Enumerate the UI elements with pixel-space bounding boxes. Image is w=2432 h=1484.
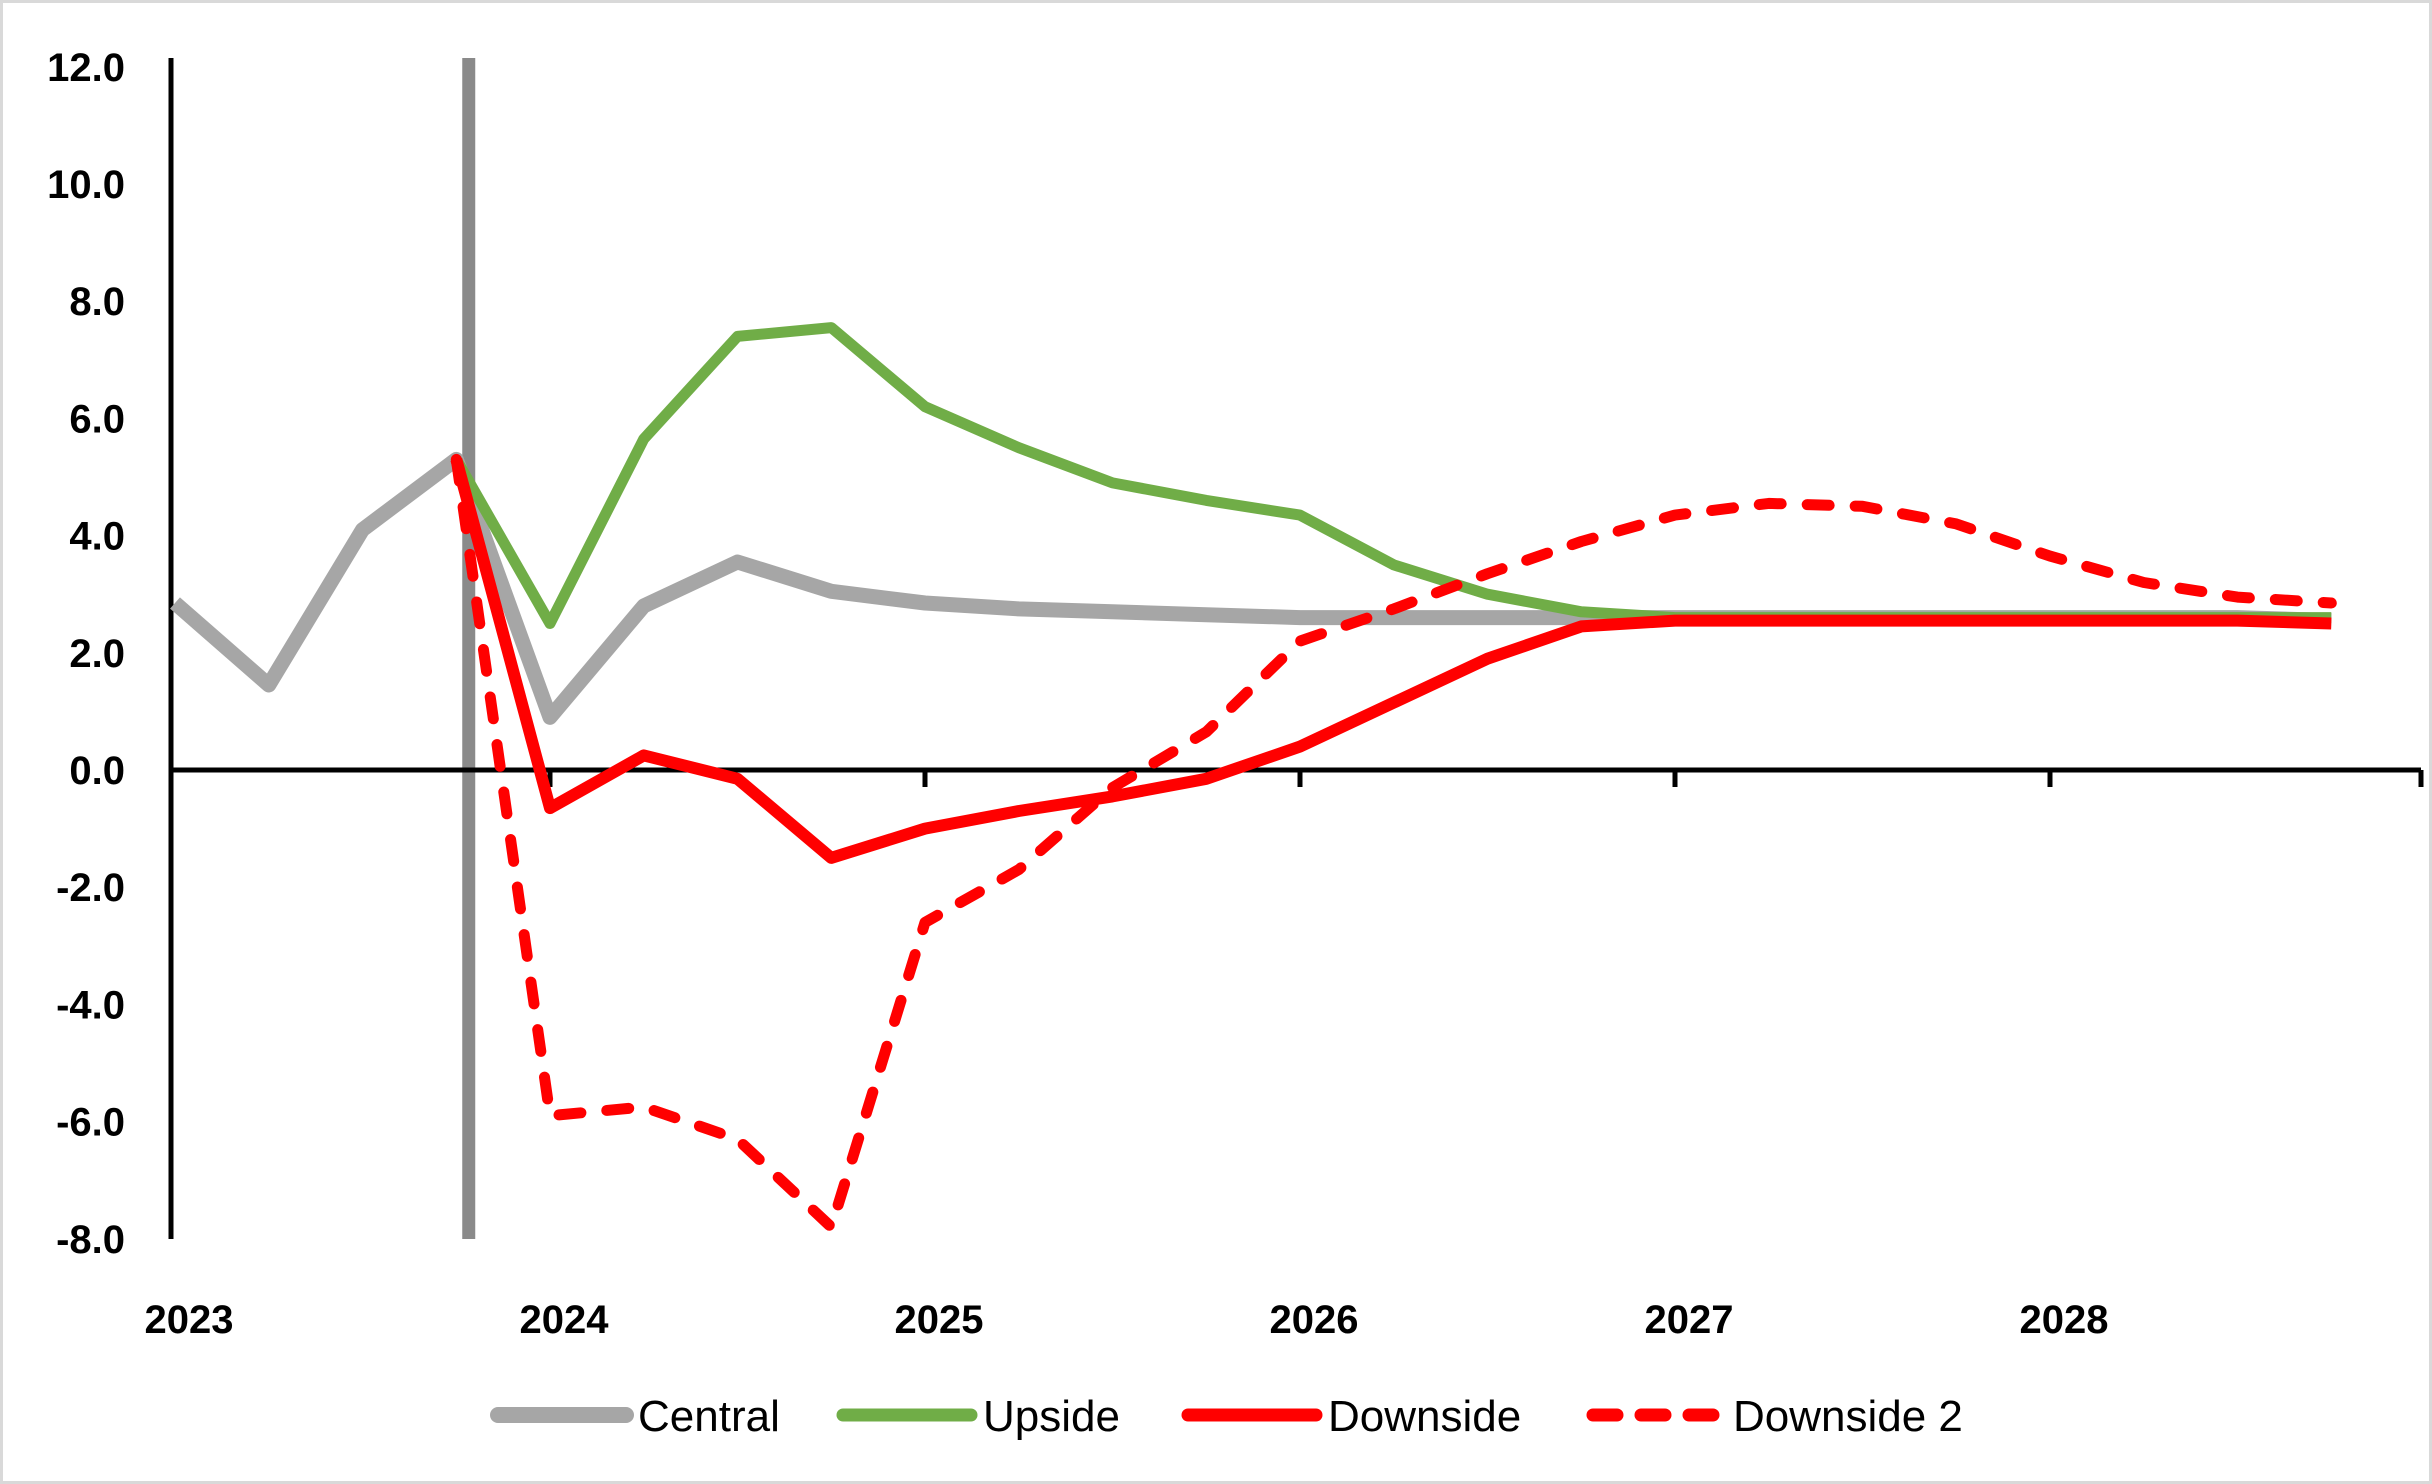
y-axis-label: 12.0 [47,46,125,90]
legend-label: Downside [1328,1392,1521,1441]
legend-item-upside: Upside [836,1392,1120,1441]
y-axis-label: -2.0 [56,866,125,910]
legend-item-downside-2: Downside 2 [1586,1392,1963,1441]
x-axis-label: 2028 [2020,1298,2109,1342]
legend-label: Central [638,1392,780,1441]
y-axis-label: -4.0 [56,983,125,1027]
y-axis-label: 2.0 [69,632,125,676]
y-axis-label: 0.0 [69,749,125,793]
legend-label: Downside 2 [1733,1392,1963,1441]
y-axis-label: 6.0 [69,397,125,441]
legend-item-downside: Downside [1181,1392,1521,1441]
y-axis-label: -8.0 [56,1218,125,1262]
legend: Central Upside Downside Downside 2 [490,1392,1963,1441]
legend-item-central: Central [490,1392,780,1441]
series-line-downside-2 [450,453,2337,1233]
y-axis-label: 10.0 [47,163,125,207]
forecast-start-marker [462,58,476,1239]
x-axis-label: 2027 [1645,1298,1734,1342]
y-axis-label: -6.0 [56,1101,125,1145]
legend-label: Upside [983,1392,1120,1441]
x-axis-label: 2026 [1270,1298,1359,1342]
y-axis-label: 8.0 [69,280,125,324]
series-line-downside [450,457,2332,864]
x-axis-label: 2023 [145,1298,234,1342]
chart-background [3,3,2429,1481]
scenario-line-chart: 12.0 10.0 8.0 6.0 4.0 2.0 0.0 -2.0 -4.0 -6.0 -8.0 2… [3,3,2429,1481]
x-axis-label: 2025 [895,1298,984,1342]
y-axis-label: 4.0 [69,515,125,559]
x-axis-label: 2024 [520,1298,610,1342]
